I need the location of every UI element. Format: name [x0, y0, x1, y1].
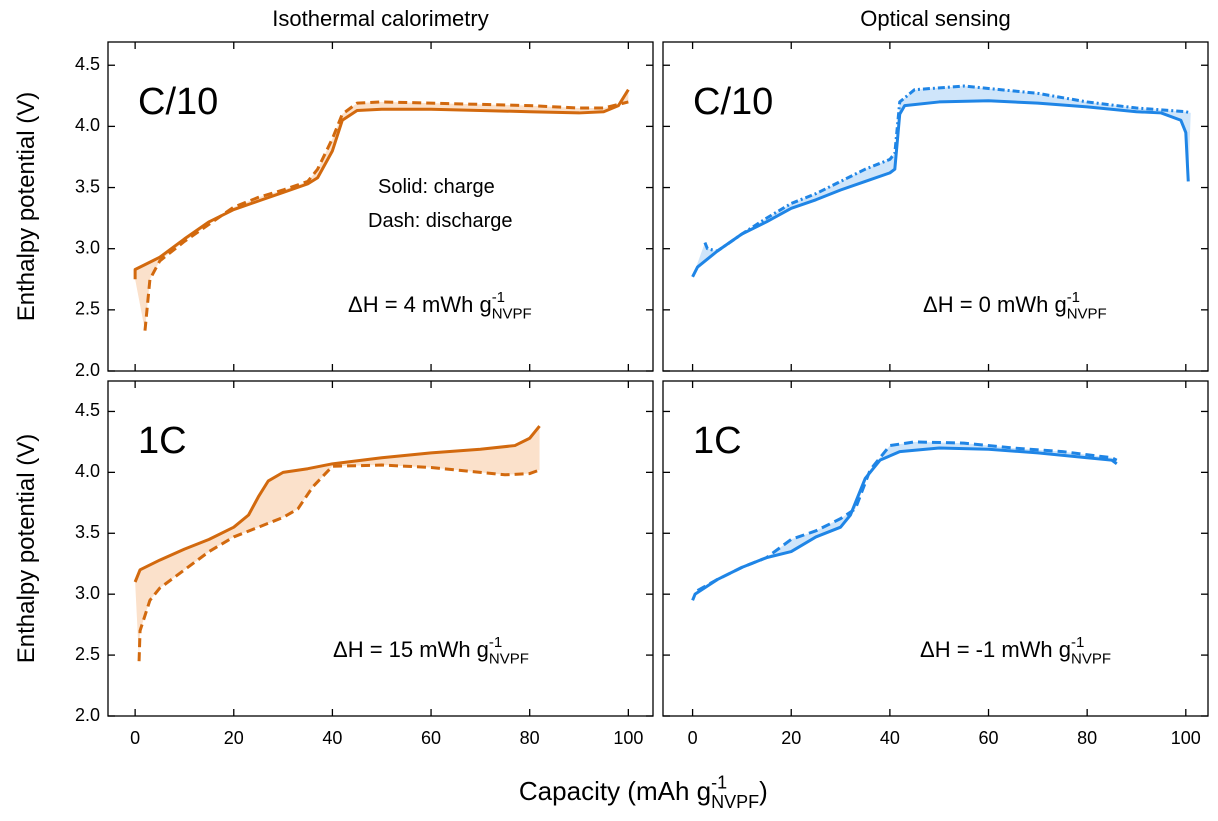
- x-tick-label: 40: [322, 728, 342, 748]
- x-axis-label-sub: NVPF: [711, 792, 759, 812]
- x-tick-label: 40: [880, 728, 900, 748]
- series-line: [133, 425, 541, 583]
- delta-h-label-sup: -1: [1067, 289, 1080, 306]
- x-tick-label: 0: [688, 728, 698, 748]
- y-tick-label: 2.5: [75, 644, 100, 664]
- y-tick-label: 4.5: [75, 400, 100, 420]
- panel-label: 1C: [693, 420, 742, 462]
- delta-h-label-sub: NVPF: [1067, 306, 1107, 323]
- x-tick-label: 80: [520, 728, 540, 748]
- plot-frame: [107, 41, 654, 372]
- delta-h-label: ΔH = 0 mWh g: [923, 292, 1067, 317]
- series-line: [696, 440, 1118, 592]
- series-line: [691, 99, 1190, 278]
- delta-h-label-sub: NVPF: [489, 651, 529, 668]
- annotation: Solid: charge: [378, 176, 495, 198]
- y-tick-label: 4.5: [75, 54, 100, 74]
- delta-h-label-sup: -1: [489, 634, 502, 651]
- x-axis-label-sup: -1: [711, 772, 727, 792]
- x-axis-label: Capacity (mAh g: [519, 776, 711, 806]
- delta-h-label-sup: -1: [1071, 634, 1084, 651]
- panel-label: 1C: [138, 420, 187, 462]
- y-axis-label: Enthalpy potential (V): [13, 434, 40, 663]
- x-tick-label: 100: [613, 728, 643, 748]
- delta-h-label-sub: NVPF: [1071, 651, 1111, 668]
- x-tick-label: 20: [224, 728, 244, 748]
- y-tick-label: 4.0: [75, 115, 100, 135]
- y-tick-label: 4.0: [75, 461, 100, 481]
- x-tick-label: 100: [1171, 728, 1201, 748]
- x-axis-label-tail: ): [759, 776, 768, 806]
- series-line: [703, 84, 1192, 253]
- x-tick-label: 20: [781, 728, 801, 748]
- panel: C/10: [662, 41, 1209, 372]
- delta-h-label: ΔH = 15 mWh g: [333, 637, 489, 662]
- series-line: [137, 463, 541, 662]
- panel: 2.0 2.5 3.0 3.5 4.0 4.5 Enthalpy potential (V)…: [13, 41, 654, 380]
- plot-frame: [662, 41, 1209, 372]
- panel: 2.0 2.5 3.0 3.5 4.0 4.5 0 20 40 60 80 100 Enthalpy p…: [13, 380, 654, 748]
- series-line: [133, 88, 630, 280]
- series-line: [691, 446, 1118, 601]
- column-title: Isothermal calorimetry: [272, 6, 488, 31]
- y-tick-label: 3.0: [75, 237, 100, 257]
- x-tick-label: 0: [130, 728, 140, 748]
- y-tick-label: 3.5: [75, 522, 100, 542]
- x-tick-label: 60: [421, 728, 441, 748]
- panel-label: C/10: [138, 81, 218, 123]
- annotation: Dash: discharge: [368, 210, 513, 232]
- plot-frame: [107, 380, 654, 717]
- delta-h-label: ΔH = -1 mWh g: [920, 637, 1071, 662]
- y-tick-label: 2.5: [75, 299, 100, 319]
- x-tick-label: 80: [1077, 728, 1097, 748]
- shaded-area: [692, 441, 1117, 601]
- y-axis-label: Enthalpy potential (V): [13, 92, 40, 321]
- delta-h-label-sup: -1: [492, 289, 505, 306]
- y-tick-label: 2.0: [75, 705, 100, 725]
- x-tick-label: 60: [979, 728, 999, 748]
- y-tick-label: 2.0: [75, 360, 100, 380]
- delta-h-label: ΔH = 4 mWh g: [348, 292, 492, 317]
- delta-h-label-sub: NVPF: [492, 306, 532, 323]
- column-title: Optical sensing: [860, 6, 1010, 31]
- y-tick-label: 3.5: [75, 176, 100, 196]
- panel: 0 20 40 60 80 100 1C: [662, 380, 1209, 748]
- panel-label: C/10: [693, 81, 773, 123]
- y-tick-label: 3.0: [75, 583, 100, 603]
- shaded-area: [135, 426, 540, 662]
- plot-frame: [662, 380, 1209, 717]
